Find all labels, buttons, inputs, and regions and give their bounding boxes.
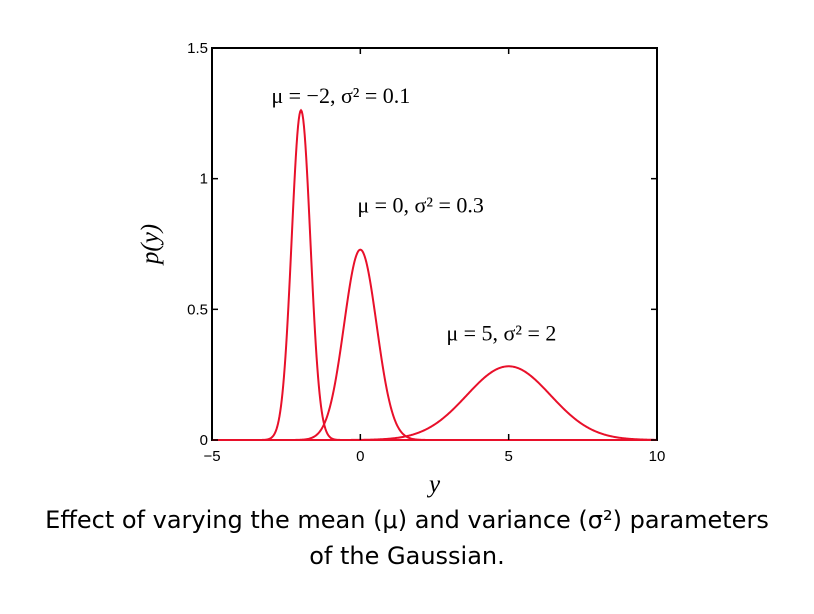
y-axis-label: p(y) — [137, 224, 164, 266]
curve-annotation-2: μ = 0, σ² = 0.3 — [357, 193, 484, 218]
gaussian-curve-1 — [212, 108, 657, 441]
y-tick-label: 0.5 — [187, 301, 208, 318]
y-tick-label: 1.5 — [187, 40, 208, 57]
curve-annotation-1: μ = −2, σ² = 0.1 — [271, 83, 410, 108]
annotations: μ = −2, σ² = 0.1 μ = 0, σ² = 0.3 μ = 5, σ²… — [271, 83, 556, 346]
y-tick-label: 0 — [200, 432, 208, 449]
curves — [212, 108, 658, 441]
gaussian-curve-3 — [212, 365, 658, 441]
x-tick-label: 5 — [504, 448, 512, 465]
x-axis-label: y — [426, 471, 441, 498]
x-tick-label: −5 — [203, 448, 220, 465]
y-axis-label-group: p(y) — [137, 224, 164, 266]
caption-line-2: of the Gaussian. — [309, 542, 505, 570]
x-tick-label: 10 — [649, 448, 666, 465]
caption-line-1: Effect of varying the mean (μ) and varia… — [45, 506, 769, 534]
y-tick-label: 1 — [200, 171, 208, 188]
gaussian-curve-2 — [212, 248, 657, 441]
gaussian-chart: μ = −2, σ² = 0.1 μ = 0, σ² = 0.3 μ = 5, σ²… — [137, 40, 665, 498]
x-tick-label: 0 — [356, 448, 364, 465]
curve-annotation-3: μ = 5, σ² = 2 — [446, 321, 556, 346]
